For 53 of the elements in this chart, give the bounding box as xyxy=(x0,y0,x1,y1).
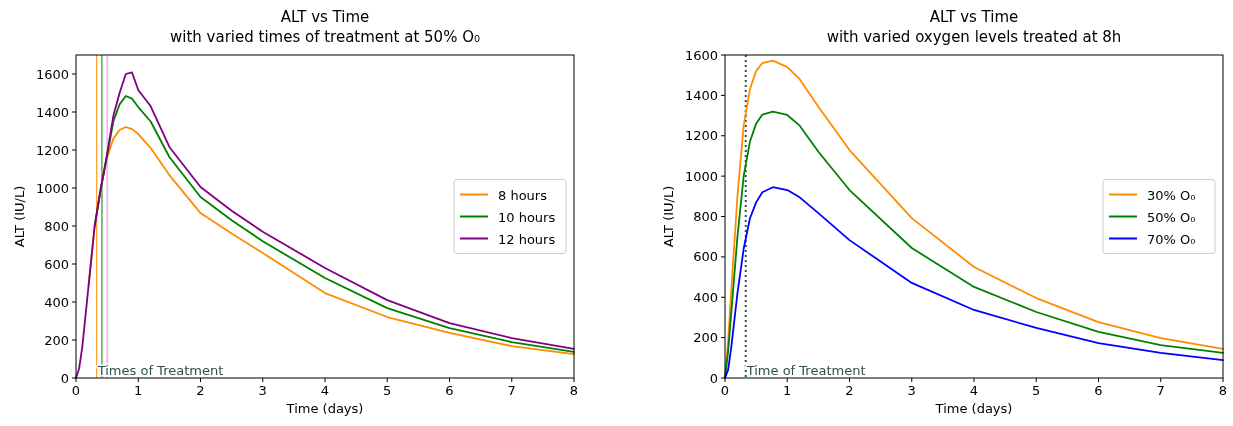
legend-label: 50% O₀ xyxy=(1147,209,1196,225)
y-tick-label: 600 xyxy=(693,249,718,265)
y-tick-label: 1600 xyxy=(684,47,718,63)
legend-label: 10 hours xyxy=(498,209,556,225)
y-tick-label: 1400 xyxy=(35,104,69,120)
chart-subtitle: with varied times of treatment at 50% O₀ xyxy=(170,28,480,46)
x-axis-title: Time (days) xyxy=(285,401,364,416)
x-tick-label: 2 xyxy=(845,383,854,398)
ref-line-label: Time of Treatment xyxy=(745,363,866,378)
legend-label: 70% O₀ xyxy=(1147,231,1196,247)
y-tick-label: 200 xyxy=(44,332,69,348)
x-tick-label: 8 xyxy=(1218,383,1228,398)
x-tick-label: 4 xyxy=(969,383,979,398)
y-tick-label: 400 xyxy=(44,294,69,310)
legend-label: 30% O₀ xyxy=(1147,187,1196,203)
x-tick-label: 7 xyxy=(507,383,516,398)
y-tick-label: 1600 xyxy=(35,66,69,82)
y-tick-label: 1000 xyxy=(684,168,718,184)
y-tick-label: 1000 xyxy=(35,180,69,196)
x-axis-title: Time (days) xyxy=(934,401,1013,416)
y-tick-label: 1400 xyxy=(684,87,718,103)
y-tick-label: 1200 xyxy=(684,128,718,144)
legend-label: 8 hours xyxy=(498,187,548,203)
x-tick-label: 6 xyxy=(445,383,454,398)
x-tick-label: 2 xyxy=(196,383,205,398)
y-tick-label: 800 xyxy=(693,209,718,224)
y-tick-label: 600 xyxy=(44,256,69,272)
x-tick-label: 0 xyxy=(71,383,81,398)
y-tick-label: 400 xyxy=(693,289,718,305)
y-axis-title: ALT (IU/L) xyxy=(12,185,27,248)
x-tick-label: 1 xyxy=(134,383,143,398)
x-tick-label: 5 xyxy=(1032,383,1041,398)
y-axis-title: ALT (IU/L) xyxy=(661,185,676,248)
y-tick-label: 1200 xyxy=(35,142,69,158)
chart-title: ALT vs Time xyxy=(929,8,1019,26)
line-series xyxy=(75,71,575,379)
x-tick-label: 3 xyxy=(907,383,916,398)
y-tick-label: 800 xyxy=(44,218,69,234)
y-tick-label: 0 xyxy=(709,370,718,386)
chart-title: ALT vs Time xyxy=(280,8,370,26)
x-tick-label: 6 xyxy=(1094,383,1103,398)
line-series xyxy=(724,186,1224,379)
x-tick-label: 7 xyxy=(1156,383,1165,398)
x-tick-label: 8 xyxy=(569,383,579,398)
chart-subtitle: with varied oxygen levels treated at 8h xyxy=(826,28,1122,46)
x-tick-label: 1 xyxy=(783,383,792,398)
legend-label: 12 hours xyxy=(498,231,556,247)
x-tick-label: 3 xyxy=(258,383,267,398)
x-tick-label: 4 xyxy=(320,383,330,398)
y-tick-label: 200 xyxy=(693,330,718,346)
x-tick-label: 0 xyxy=(720,383,730,398)
x-tick-label: 5 xyxy=(383,383,392,398)
y-tick-label: 0 xyxy=(60,370,69,386)
